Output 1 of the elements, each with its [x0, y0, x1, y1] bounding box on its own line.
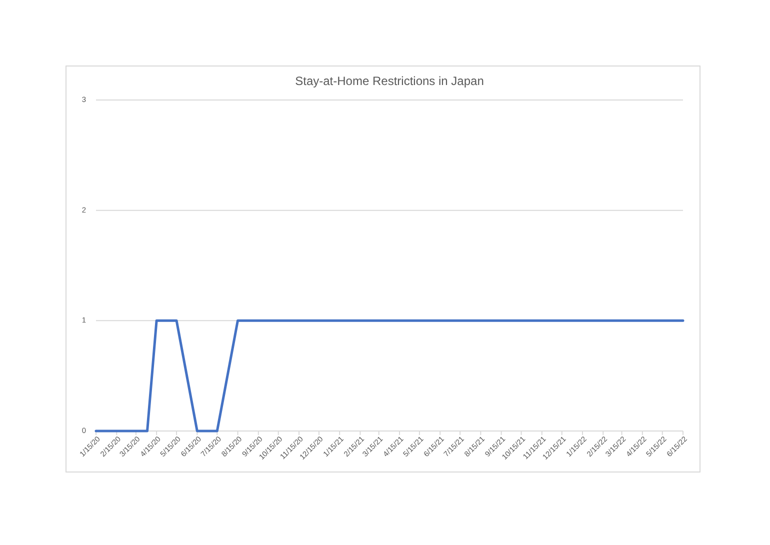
- chart-title: Stay-at-Home Restrictions in Japan: [295, 74, 484, 88]
